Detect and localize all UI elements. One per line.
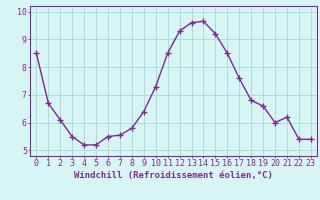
X-axis label: Windchill (Refroidissement éolien,°C): Windchill (Refroidissement éolien,°C) (74, 171, 273, 180)
